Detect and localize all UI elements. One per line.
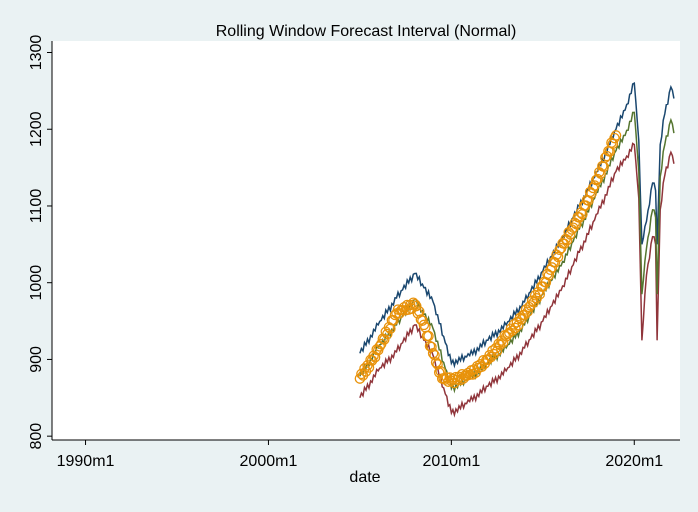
actual-point xyxy=(589,180,600,191)
actual-point xyxy=(522,306,533,317)
y-tick-label: 900 xyxy=(28,346,45,373)
actual-point xyxy=(497,337,509,348)
x-tick-label: 2010m1 xyxy=(422,453,480,470)
y-tick-label: 1200 xyxy=(28,111,45,147)
actual-point xyxy=(513,319,524,331)
actual-point xyxy=(558,238,570,250)
x-tick-label: 2020m1 xyxy=(605,453,663,470)
actual-point xyxy=(574,212,585,223)
x-tick-label: 1990m1 xyxy=(57,453,115,470)
actual-point xyxy=(366,355,378,366)
actual-point xyxy=(610,130,622,141)
actual-point xyxy=(430,357,442,368)
actual-point xyxy=(415,314,427,325)
actual-point xyxy=(493,338,504,349)
actual-point xyxy=(561,234,573,246)
actual-point xyxy=(467,369,478,380)
actual-point xyxy=(565,229,576,240)
actual-point xyxy=(435,366,446,377)
actual-point xyxy=(379,334,390,345)
y-tick-label: 1300 xyxy=(28,35,45,71)
actual-point xyxy=(592,173,603,185)
x-tick-label: 2000m1 xyxy=(240,453,298,470)
actual-point xyxy=(571,218,582,230)
actual-point xyxy=(549,257,561,268)
actual-point xyxy=(525,300,536,311)
actual-point xyxy=(432,359,443,370)
actual-point xyxy=(519,309,530,321)
actual-point xyxy=(412,308,424,319)
actual-point xyxy=(595,168,606,179)
series-line-upper xyxy=(359,82,675,369)
actual-point xyxy=(411,300,422,312)
actual-point xyxy=(500,331,512,342)
actual-point xyxy=(462,367,474,379)
actual-point xyxy=(568,222,579,233)
actual-point xyxy=(491,345,503,357)
actual-point xyxy=(418,319,430,331)
x-axis: 1990m1 2000m1 2010m1 2020m1 xyxy=(52,439,680,470)
actual-point xyxy=(388,315,399,326)
y-tick-label: 1100 xyxy=(28,189,45,224)
y-tick-label: 1000 xyxy=(28,265,45,301)
y-tick-label: 800 xyxy=(28,423,45,450)
y-axis: 800 900 1000 1100 1200 1300 xyxy=(28,35,53,450)
actual-point xyxy=(382,328,393,340)
actual-markers xyxy=(354,130,622,389)
actual-point xyxy=(485,351,497,363)
actual-point xyxy=(424,340,436,352)
actual-point xyxy=(575,207,587,218)
actual-point xyxy=(414,306,425,317)
actual-point xyxy=(429,349,440,361)
actual-point xyxy=(488,348,500,360)
actual-point xyxy=(510,322,521,334)
actual-point xyxy=(507,325,518,337)
actual-point xyxy=(423,330,434,342)
actual-point xyxy=(363,362,375,373)
actual-point xyxy=(609,132,620,144)
chart-title: Rolling Window Forecast Interval (Normal… xyxy=(216,23,517,40)
x-axis-label: date xyxy=(349,469,380,486)
actual-point xyxy=(472,360,483,372)
actual-point xyxy=(427,348,439,359)
actual-point xyxy=(408,297,419,308)
actual-point xyxy=(354,373,366,384)
actual-point xyxy=(369,352,381,363)
series-line-lower xyxy=(359,142,675,418)
